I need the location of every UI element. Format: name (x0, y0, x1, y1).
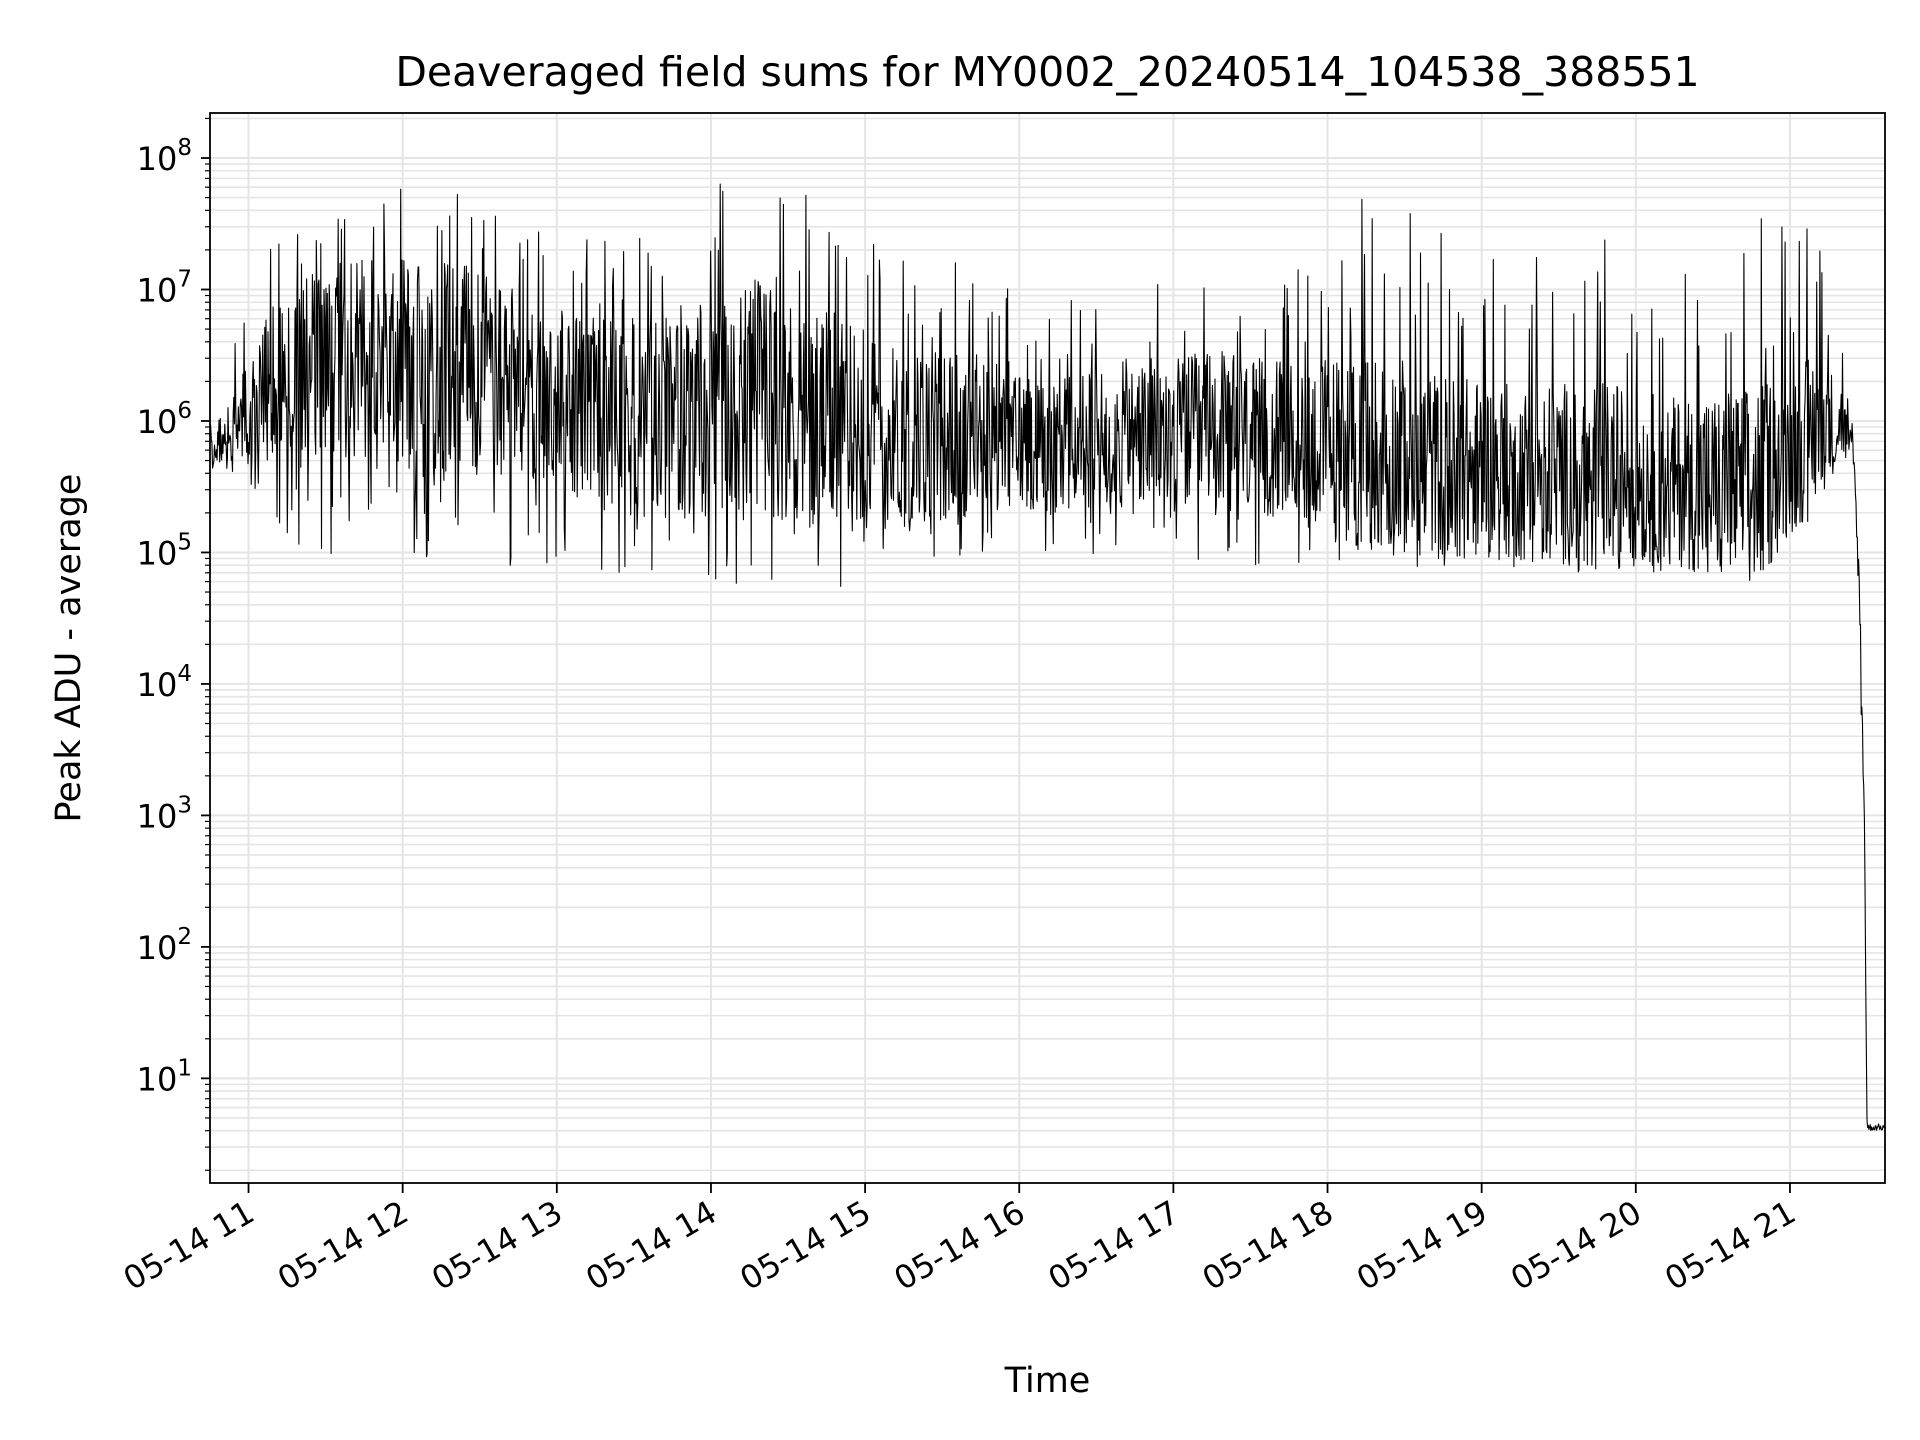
plot-area-frame (209, 112, 1886, 1184)
y-tick-label: 108 (137, 135, 192, 178)
x-axis-label: Time (1004, 1361, 1091, 1401)
y-tick-label: 102 (137, 924, 192, 967)
y-tick-label: 106 (137, 398, 192, 441)
y-tick-label: 107 (137, 266, 192, 309)
series-line (209, 183, 1886, 1131)
series-line-group (209, 183, 1886, 1131)
chart-title: Deaveraged field sums for MY0002_2024051… (395, 48, 1699, 96)
y-tick-label: 105 (137, 529, 192, 572)
grid (210, 113, 1885, 1183)
y-tick-label: 101 (137, 1055, 192, 1098)
y-tick-label: 103 (137, 792, 192, 835)
y-axis-label: Peak ADU - average (49, 474, 89, 823)
y-tick-label: 104 (137, 661, 192, 704)
